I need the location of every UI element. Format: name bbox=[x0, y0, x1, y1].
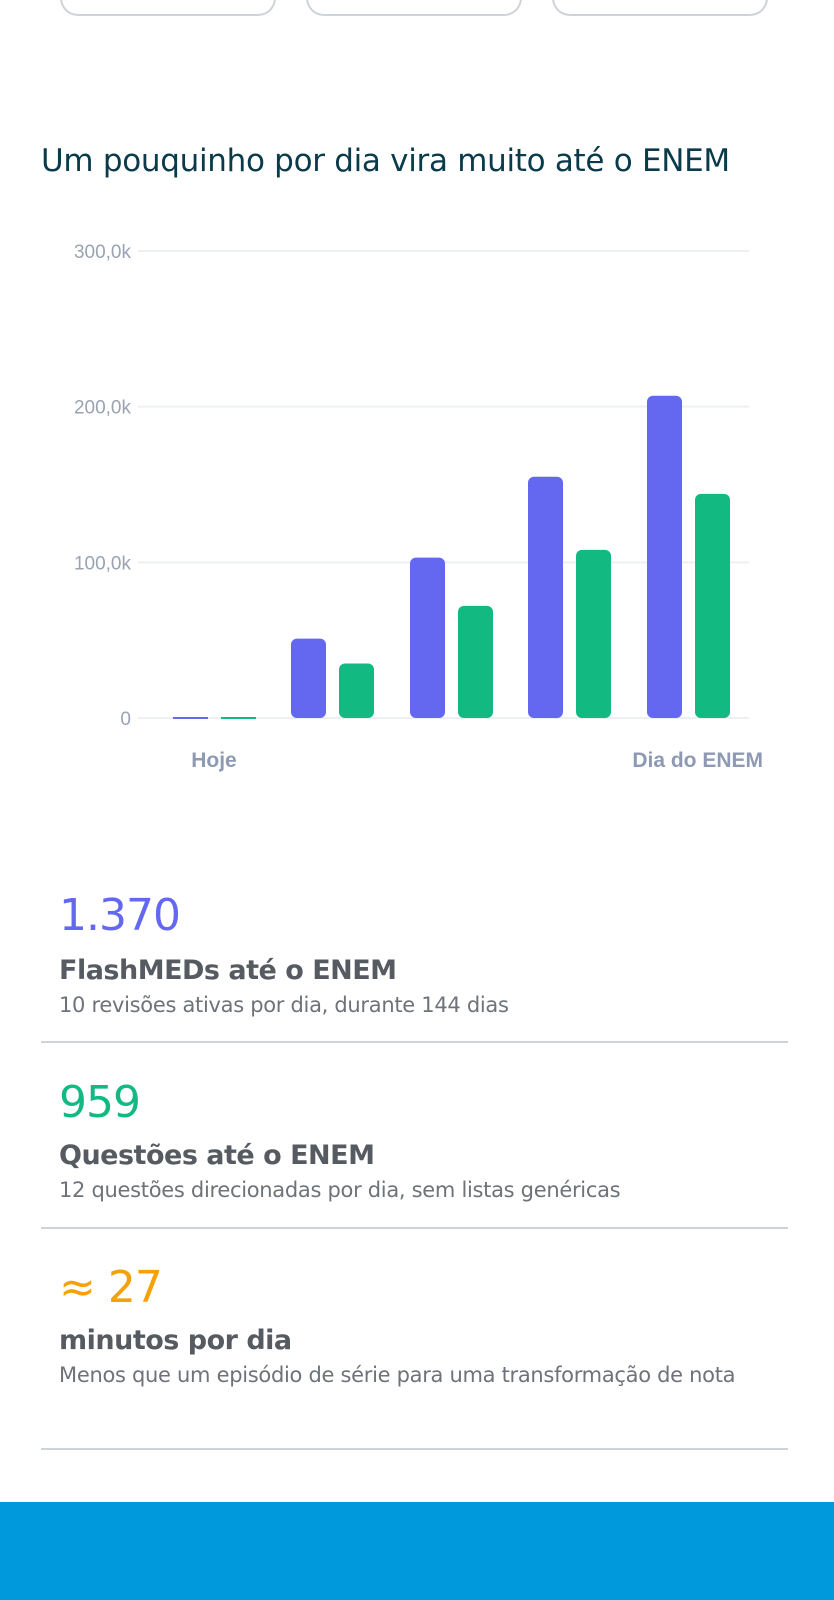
option-card-2[interactable] bbox=[306, 0, 522, 16]
bar-flashmeds bbox=[410, 557, 445, 718]
option-card-3[interactable] bbox=[552, 0, 768, 16]
section-headline: Um pouquinho por dia vira muito até o EN… bbox=[41, 143, 730, 179]
stat-flashmeds-value: 1.370 bbox=[59, 890, 181, 941]
bottom-action-bar[interactable] bbox=[0, 1502, 834, 1600]
stat-questoes-description: 12 questões direcionadas por dia, sem li… bbox=[59, 1178, 621, 1202]
y-tick-label: 100,0k bbox=[74, 553, 132, 574]
stat-questoes-title: Questões até o ENEM bbox=[59, 1140, 375, 1171]
stat-flashmeds: 1.370 FlashMEDs até o ENEM 10 revisões a… bbox=[41, 866, 788, 1043]
stat-minutos: ≈ 27 minutos por dia Menos que um episód… bbox=[41, 1229, 788, 1450]
growth-bar-chart: 0 100,0k 200,0k 300,0k Hoje Dia do ENEM bbox=[74, 242, 763, 772]
chart-y-ticks: 0 100,0k 200,0k 300,0k bbox=[74, 242, 132, 730]
bar-questoes bbox=[576, 549, 611, 718]
y-tick-label: 200,0k bbox=[74, 398, 132, 419]
stat-questoes-value: 959 bbox=[59, 1077, 141, 1128]
stat-questoes: 959 Questões até o ENEM 12 questões dire… bbox=[41, 1043, 788, 1229]
y-tick-label: 0 bbox=[120, 709, 131, 730]
stat-minutos-title: minutos por dia bbox=[59, 1325, 292, 1356]
stat-minutos-value: ≈ 27 bbox=[59, 1262, 163, 1313]
y-tick-label: 300,0k bbox=[74, 242, 132, 263]
bar-questoes bbox=[458, 605, 493, 718]
bar-flashmeds bbox=[647, 395, 682, 718]
x-axis-label: Hoje bbox=[191, 749, 237, 772]
chart-x-labels: Hoje Dia do ENEM bbox=[191, 749, 763, 772]
bar-flashmeds bbox=[528, 476, 563, 718]
bar-questoes bbox=[339, 663, 374, 718]
top-card-row bbox=[0, 0, 834, 20]
stat-minutos-description: Menos que um episódio de série para uma … bbox=[59, 1363, 736, 1387]
option-card-1[interactable] bbox=[60, 0, 276, 16]
bar-questoes bbox=[695, 493, 730, 718]
stat-flashmeds-description: 10 revisões ativas por dia, durante 144 … bbox=[59, 993, 509, 1017]
x-axis-label: Dia do ENEM bbox=[632, 749, 763, 772]
chart-bars bbox=[173, 395, 730, 719]
stat-flashmeds-title: FlashMEDs até o ENEM bbox=[59, 955, 397, 986]
bar-flashmeds bbox=[291, 638, 326, 718]
